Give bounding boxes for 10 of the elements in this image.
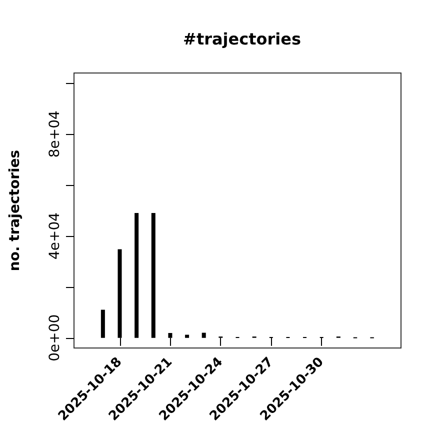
- y-tick-label: 0e+00: [47, 314, 63, 362]
- bar: [151, 213, 156, 338]
- y-tick-label: 8e+04: [47, 110, 63, 158]
- bar: [100, 310, 105, 338]
- bar: [185, 334, 190, 338]
- bar: [202, 332, 206, 338]
- bar: [134, 213, 139, 338]
- y-axis-title: no. trajectories: [7, 150, 23, 272]
- chart-title: #trajectories: [183, 30, 301, 48]
- y-tick-label: 4e+04: [47, 212, 63, 260]
